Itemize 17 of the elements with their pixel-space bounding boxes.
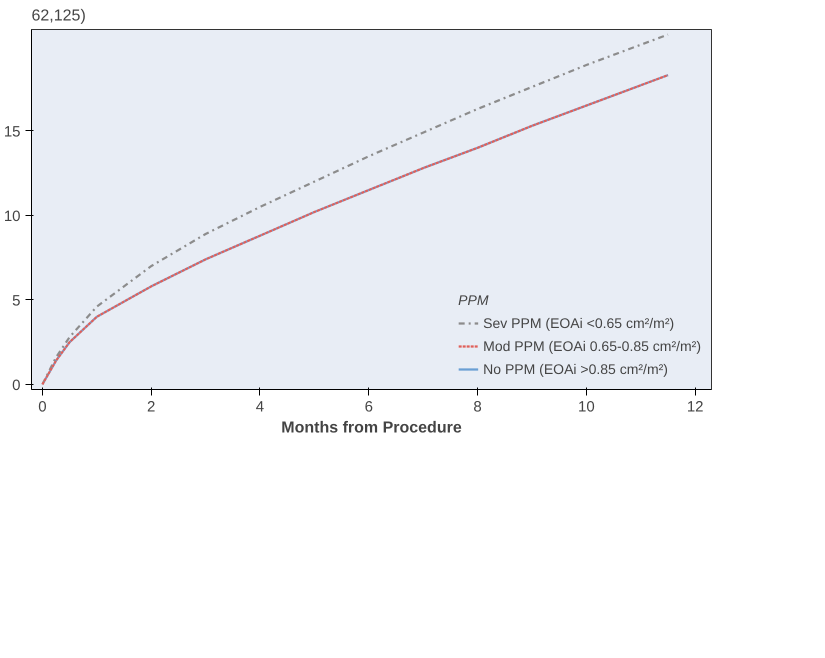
x-tick-label: 2: [147, 398, 156, 416]
text: 62,125): [32, 8, 86, 24]
x-tick-label: 8: [473, 398, 482, 416]
x-tick-label: 4: [256, 398, 264, 416]
x-tick-label: 0: [38, 398, 47, 416]
legend-title: PPM: [458, 292, 490, 308]
x-tick-label: 6: [364, 398, 373, 416]
legend-label: No PPM (EOAi >0.85 cm²/m²): [483, 361, 668, 377]
y-tick-label: 0: [12, 376, 20, 394]
x-axis-title: Months from Procedure: [281, 420, 462, 436]
legend-label: Mod PPM (EOAi 0.65-0.85 cm²/m²): [483, 338, 701, 354]
legend-label: Sev PPM (EOAi <0.65 cm²/m²): [483, 315, 674, 331]
y-tick-label: 5: [12, 292, 20, 310]
x-tick-label: 10: [578, 398, 595, 416]
y-tick-label: 15: [4, 123, 21, 140]
y-tick-label: 10: [4, 208, 21, 225]
x-tick-label: 12: [686, 398, 704, 416]
